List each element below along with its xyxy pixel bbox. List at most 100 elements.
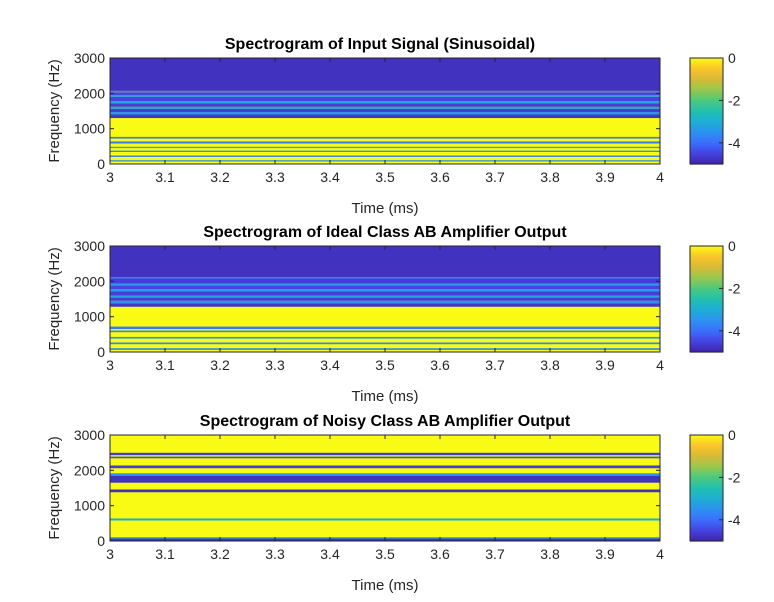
colorbar-segment: [690, 509, 723, 512]
spectrum-band: [110, 101, 660, 104]
colorbar-segment: [690, 440, 723, 443]
colorbar-segment: [690, 253, 723, 256]
axis-ticks: 3 3.1 3.2 3.3 3.4 3.5 3.6 3.7 3.8 3.9 4 0 1000 2000 30…: [74, 50, 664, 185]
colorbar-segment: [690, 466, 723, 470]
colorbar-segment: [690, 267, 723, 270]
colorbar-tick-label: -4: [728, 135, 741, 151]
spectrum-band: [110, 114, 660, 119]
colorbar-tick-label: -2: [728, 280, 741, 296]
colorbar-segment: [690, 491, 723, 494]
spectrum-band: [110, 518, 660, 521]
y-tick-label: 3000: [74, 50, 105, 66]
spectrum-band: [110, 455, 660, 457]
colorbar-segment: [690, 112, 723, 116]
colorbar-segment: [690, 502, 723, 505]
colorbar-tick-label: -4: [728, 512, 741, 528]
colorbar-segment: [690, 493, 723, 496]
colorbar-segment: [690, 489, 723, 493]
colorbar-segment: [690, 330, 723, 334]
x-tick-label: 3: [106, 546, 114, 562]
chart-title: Spectrogram of Noisy Class AB Amplifier …: [200, 413, 571, 430]
colorbar-segment: [690, 93, 723, 96]
colorbar-segment: [690, 526, 723, 530]
spectrum-band: [110, 329, 660, 331]
y-tick-label: 1000: [74, 121, 105, 137]
y-tick-label: 3000: [74, 427, 105, 443]
colorbar-segment: [690, 500, 723, 503]
x-tick-label: 3.6: [430, 169, 450, 185]
colorbar-tick-label: 0: [728, 427, 736, 443]
x-tick-label: 3.1: [155, 357, 175, 373]
colorbar-segment: [690, 123, 723, 126]
colorbar-segment: [690, 514, 723, 517]
y-tick-label: 1000: [74, 498, 105, 514]
colorbar-segment: [690, 535, 723, 539]
colorbar-segment: [690, 121, 723, 124]
colorbar-segment: [690, 327, 723, 330]
spectrum-band: [110, 473, 660, 476]
spectrum-band: [110, 465, 660, 469]
colorbar-segment: [690, 258, 723, 261]
colorbar-segment: [690, 486, 723, 489]
colorbar-segment: [690, 341, 723, 344]
colorbar-segment: [690, 135, 723, 139]
colorbar-segment: [690, 452, 723, 456]
colorbar-segment: [690, 279, 723, 282]
colorbar-segment: [690, 477, 723, 480]
colorbar-segment: [690, 339, 723, 342]
colorbar-segment: [690, 307, 723, 311]
colorbar-segment: [690, 449, 723, 452]
colorbar-segment: [690, 268, 723, 272]
colorbar-segment: [690, 128, 723, 132]
x-tick-label: 3.7: [485, 546, 505, 562]
spectrum-band: [110, 136, 660, 139]
colorbar-segment: [690, 118, 723, 121]
colorbar-segment: [690, 84, 723, 87]
x-tick-label: 3.3: [265, 357, 285, 373]
colorbar-segment: [690, 102, 723, 105]
colorbar-segment: [690, 454, 723, 457]
colorbar-segment: [690, 329, 723, 332]
spectrum-band: [110, 492, 660, 519]
colorbar-segment: [690, 86, 723, 89]
colorbar-segment: [690, 109, 723, 112]
colorbar-segment: [690, 314, 723, 318]
spectrum-band: [110, 146, 660, 149]
spectrum-band: [110, 277, 660, 279]
colorbar-segment: [690, 270, 723, 274]
colorbar-segment: [690, 160, 723, 163]
x-tick-label: 3.9: [595, 357, 615, 373]
spectrum-band: [110, 246, 660, 278]
colorbar-segment: [690, 119, 723, 123]
x-tick-label: 3: [106, 357, 114, 373]
colorbar-segment: [690, 155, 723, 158]
x-tick-label: 3.3: [265, 169, 285, 185]
colorbar-segment: [690, 65, 723, 68]
colorbar-segment: [690, 288, 723, 291]
colorbar-tick-label: 0: [728, 50, 736, 66]
colorbar-segment: [690, 284, 723, 288]
spectrum-band: [110, 106, 660, 109]
colorbar-tick-label: 0: [728, 238, 736, 254]
colorbar-segment: [690, 346, 723, 350]
spectrum-band: [110, 489, 660, 493]
colorbar-segment: [690, 473, 723, 477]
colorbar-segment: [690, 133, 723, 137]
spectrum-band: [110, 108, 660, 113]
spectrum-band: [110, 468, 660, 474]
spectrum-band: [110, 306, 660, 327]
colorbar-segment: [690, 302, 723, 305]
x-tick-label: 3.6: [430, 546, 450, 562]
colorbar-segment: [690, 533, 723, 537]
spectrum-band: [110, 326, 660, 330]
colorbar-segment: [690, 247, 723, 251]
spectrogram-noisy-panel: 3 3.1 3.2 3.3 3.4 3.5 3.6 3.7 3.8 3.9 4 0 1000 2000 30…: [46, 413, 741, 594]
spectrum-band: [110, 300, 660, 304]
spectrum-band: [110, 118, 660, 137]
colorbar-segment: [690, 344, 723, 348]
x-tick-label: 3.9: [595, 169, 615, 185]
colorbar-segment: [690, 249, 723, 252]
y-tick-label: 0: [97, 533, 105, 549]
x-tick-label: 3: [106, 169, 114, 185]
spectrum-bands: [110, 435, 660, 541]
